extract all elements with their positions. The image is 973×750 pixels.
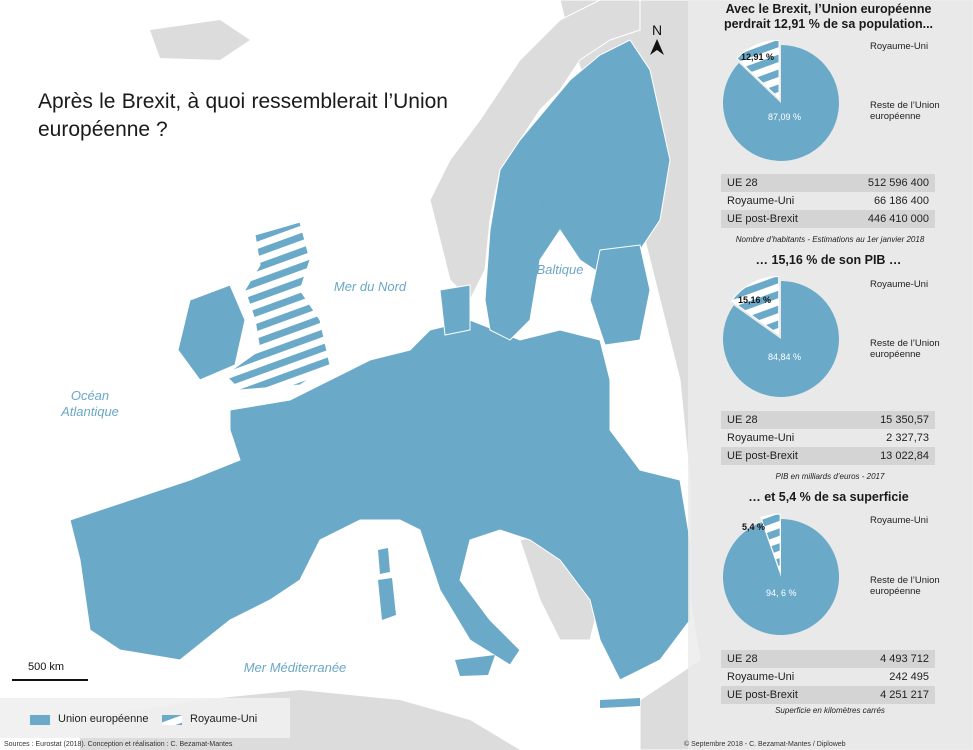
row-value: 4 493 712 (844, 650, 935, 668)
row-value: 4 251 217 (844, 686, 935, 704)
north-arrow: N (648, 22, 666, 59)
row-value: 512 596 400 (834, 174, 935, 192)
area-legend-rest-line1: Reste de l’Union (870, 575, 940, 586)
area-pie-chart (723, 513, 839, 635)
baltic-states (589, 244, 651, 346)
scale-label: 500 km (28, 661, 65, 673)
area-rest-pct: 94, 6 % (766, 588, 797, 598)
table-row: Royaume-Uni 2 327,73 (721, 429, 935, 447)
population-uk-pct: 12,91 % (741, 52, 775, 62)
population-title-line2: perdrait 12,91 % de sa population... (723, 17, 934, 31)
gdp-rest-pct: 84,84 % (768, 352, 802, 362)
sea-label-atlantic-line1: Océan (70, 388, 110, 403)
gdp-title: … 15,16 % de son PIB … (755, 253, 902, 267)
population-legend-uk: Royaume-Uni (870, 41, 929, 52)
gdp-note: PIB en milliards d’euros - 2017 (775, 472, 885, 481)
sea-label-baltic-line2: Baltique (536, 262, 584, 277)
italy-sicily (455, 655, 495, 676)
row-value: 13 022,84 (844, 447, 935, 465)
gdp-legend-rest-line1: Reste de l’Union (870, 338, 940, 349)
population-legend-rest-line2: européenne (870, 111, 921, 122)
table-row: UE 28 15 350,57 (721, 411, 935, 429)
table-row: UE post-Brexit 13 022,84 (721, 447, 935, 465)
sea-label-north-sea: Mer du Nord (333, 279, 407, 294)
table-row: UE post-Brexit 4 251 217 (721, 686, 935, 704)
pie-slice-rest (723, 281, 839, 397)
row-label: UE 28 (721, 650, 845, 668)
row-label: UE post-Brexit (721, 447, 845, 465)
row-value: 242 495 (889, 671, 929, 683)
scale-bar (12, 679, 88, 681)
row-label: Royaume-Uni (727, 195, 795, 207)
row-label: UE post-Brexit (721, 210, 835, 228)
row-label: UE post-Brexit (721, 686, 845, 704)
population-legend-rest-line1: Reste de l’Union (870, 100, 940, 111)
row-label: UE 28 (721, 411, 845, 429)
united-kingdom (224, 221, 331, 391)
gdp-legend-uk: Royaume-Uni (870, 279, 929, 290)
area-note: Superficie en kilomètres carrés (775, 706, 885, 715)
population-title-line1: Avec le Brexit, l’Union européenne (725, 2, 932, 16)
gdp-legend-rest: Reste de l’Union européenne (870, 338, 940, 360)
table-row: UE 28 4 493 712 (721, 650, 935, 668)
table-row: Royaume-Uni 242 495 (721, 668, 935, 686)
population-note: Nombre d’habitants - Estimations au 1er … (735, 235, 925, 244)
row-label: Royaume-Uni (727, 671, 795, 683)
row-value: 15 350,57 (844, 411, 935, 429)
gdp-legend-rest-line2: européenne (870, 349, 921, 360)
area-legend-rest-line2: européenne (870, 586, 921, 597)
corsica (378, 548, 390, 574)
sea-label-mediterranean: Mer Méditerranée (243, 660, 347, 675)
row-value: 2 327,73 (886, 432, 929, 444)
pie-slice-uk (736, 39, 780, 100)
gdp-table: UE 28 15 350,57 Royaume-Uni 2 327,73 UE po… (721, 411, 935, 465)
area-legend-rest: Reste de l’Union européenne (870, 575, 940, 597)
crete-cyprus (600, 698, 640, 708)
pie-slice-rest (723, 519, 839, 635)
population-pie-chart (723, 39, 839, 161)
row-value: 66 186 400 (873, 195, 929, 207)
pie-slice-rest (723, 45, 839, 161)
ireland (177, 284, 246, 381)
gdp-uk-pct: 15,16 % (738, 295, 772, 305)
italy-sardinia (378, 578, 396, 620)
area-table: UE 28 4 493 712 Royaume-Uni 242 495 UE pos… (721, 650, 935, 704)
population-title: Avec le Brexit, l’Union européenne perdr… (696, 2, 961, 32)
population-rest-pct: 87,09 % (768, 112, 802, 122)
row-label: UE 28 (721, 174, 835, 192)
pie-slice-uk (760, 513, 781, 573)
legend-uk-label: Royaume-Uni (190, 713, 258, 725)
sea-label-baltic-line1: Mer (538, 195, 562, 210)
gdp-pie-chart (723, 276, 839, 397)
row-label: Royaume-Uni (727, 432, 795, 444)
table-row: Royaume-Uni 66 186 400 (721, 192, 935, 210)
area-legend-uk: Royaume-Uni (870, 515, 929, 526)
credit-text: © Septembre 2018 - C. Bezamat-Mantes / D… (684, 741, 846, 748)
map-title: Après le Brexit, à quoi ressemblerait l’… (38, 90, 448, 141)
sea-label-atlantic: Océan Atlantique (50, 388, 130, 420)
population-legend-rest: Reste de l’Union européenne (870, 100, 940, 122)
area-title: … et 5,4 % de sa superficie (748, 490, 909, 504)
north-arrow-icon (650, 39, 664, 55)
source-text: Sources : Eurostat (2018). Conception et… (4, 741, 233, 748)
row-value: 446 410 000 (834, 210, 935, 228)
population-table: UE 28 512 596 400 Royaume-Uni 66 186 400 U… (721, 174, 935, 228)
table-row: UE post-Brexit 446 410 000 (721, 210, 935, 228)
legend-eu-label: Union européenne (58, 713, 149, 725)
legend-uk-swatch (162, 715, 182, 725)
eu-mainland (69, 319, 691, 681)
sea-label-atlantic-line2: Atlantique (61, 404, 119, 419)
north-label: N (651, 22, 663, 38)
denmark (439, 284, 471, 336)
table-row: UE 28 512 596 400 (721, 174, 935, 192)
pie-slice-uk (730, 276, 780, 336)
area-uk-pct: 5,4 % (742, 522, 766, 532)
iceland-island (150, 20, 250, 60)
legend-eu-swatch (30, 715, 50, 725)
